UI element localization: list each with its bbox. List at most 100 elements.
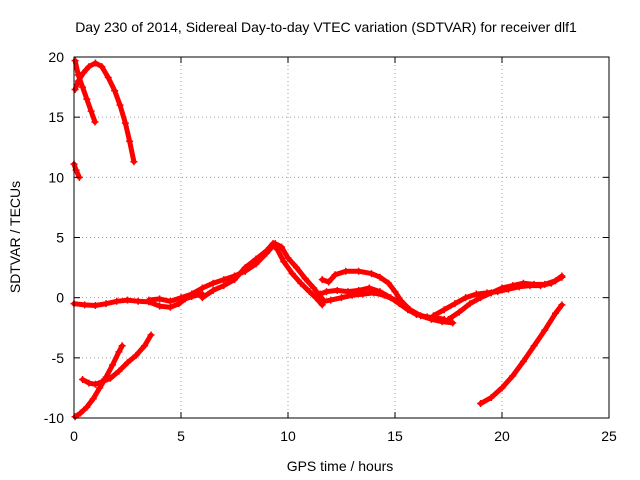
data-point-marker — [288, 270, 296, 278]
y-tick-label: 20 — [48, 49, 64, 65]
data-point-marker — [79, 375, 87, 383]
grid-layer — [74, 57, 609, 418]
data-point-marker — [132, 351, 140, 359]
data-point-marker — [455, 308, 463, 316]
series-trace — [72, 60, 137, 165]
data-point-marker — [280, 258, 288, 266]
data-point-marker — [310, 284, 318, 292]
data-point-marker — [121, 119, 129, 127]
data-point-marker — [76, 409, 84, 417]
data-point-marker — [252, 255, 260, 263]
series-arc-2 — [71, 57, 99, 126]
data-point-marker — [198, 284, 206, 292]
data-point-marker — [430, 312, 438, 320]
data-point-marker — [344, 288, 352, 296]
data-point-marker — [91, 118, 99, 126]
data-point-marker — [387, 294, 395, 302]
data-point-marker — [71, 85, 79, 93]
series-arc-12 — [445, 272, 566, 323]
series-trace — [478, 302, 565, 407]
y-tick-label: 5 — [56, 230, 64, 246]
data-point-marker — [118, 342, 126, 350]
data-point-marker — [325, 278, 333, 286]
x-tick-label: 5 — [177, 428, 185, 444]
data-point-marker — [367, 270, 375, 278]
data-point-marker — [376, 288, 384, 296]
data-point-marker — [558, 301, 566, 309]
data-point-marker — [297, 279, 305, 287]
data-point-marker — [231, 276, 238, 284]
data-point-marker — [318, 301, 326, 309]
data-point-marker — [316, 290, 324, 298]
series-arc-5 — [79, 331, 155, 388]
x-tick-label: 10 — [280, 428, 296, 444]
data-point-marker — [269, 240, 277, 248]
data-point-marker — [552, 309, 559, 317]
axis-layer: 0 5 10 15 20 25 -10 -5 0 5 10 15 20 — [44, 49, 617, 444]
data-point-marker — [293, 264, 301, 272]
data-point-marker — [85, 379, 93, 387]
data-point-marker — [220, 282, 228, 290]
data-point-marker — [305, 288, 313, 296]
data-point-marker — [74, 71, 82, 79]
data-point-marker — [113, 297, 121, 305]
data-point-marker — [209, 286, 217, 294]
series-trace — [146, 241, 404, 307]
x-axis-label: GPS time / hours — [287, 458, 394, 474]
data-point-marker — [263, 247, 271, 255]
series-arc-8 — [198, 240, 326, 309]
data-point-marker — [156, 302, 164, 310]
data-point-marker — [530, 280, 538, 288]
data-point-marker — [104, 73, 112, 81]
data-point-marker — [91, 59, 99, 67]
data-point-marker — [188, 290, 196, 298]
data-point-marker — [355, 286, 363, 294]
data-point-marker — [106, 374, 114, 382]
data-point-marker — [71, 57, 79, 65]
data-point-marker — [81, 301, 89, 309]
data-point-marker — [342, 267, 350, 275]
data-point-marker — [134, 297, 142, 305]
series-arc-10 — [318, 267, 457, 327]
data-point-marker — [89, 395, 97, 403]
data-point-marker — [327, 296, 335, 304]
series-arc-11 — [430, 273, 566, 320]
data-point-marker — [391, 288, 399, 296]
data-point-marker — [220, 276, 228, 284]
data-point-marker — [445, 315, 452, 323]
data-point-marker — [96, 384, 104, 392]
x-tick-label: 0 — [70, 428, 78, 444]
data-point-marker — [166, 303, 174, 311]
data-point-marker — [355, 267, 363, 275]
data-point-marker — [301, 274, 309, 282]
data-point-marker — [273, 246, 281, 254]
data-point-marker — [376, 273, 384, 281]
data-point-marker — [198, 294, 206, 302]
data-point-marker — [558, 272, 566, 280]
data-point-marker — [365, 284, 373, 292]
data-point-marker — [115, 367, 123, 375]
data-point-marker — [406, 306, 414, 314]
data-point-marker — [130, 158, 138, 166]
data-point-marker — [87, 107, 95, 115]
y-axis-label: SDTVAR / TECUs — [7, 181, 23, 293]
y-tick-label: 0 — [56, 290, 64, 306]
data-point-marker — [166, 297, 174, 305]
data-point-marker — [466, 300, 474, 308]
data-point-marker — [397, 297, 405, 305]
data-point-marker — [498, 384, 506, 392]
data-point-marker — [477, 294, 485, 302]
data-point-marker — [438, 318, 446, 326]
data-point-marker — [385, 279, 393, 287]
data-point-marker — [323, 288, 331, 296]
data-point-marker — [116, 101, 124, 109]
data-point-marker — [509, 372, 517, 380]
data-point-marker — [177, 294, 185, 302]
data-point-marker — [124, 359, 131, 367]
data-point-marker — [333, 286, 341, 294]
data-point-marker — [338, 294, 345, 302]
data-point-marker — [477, 400, 485, 408]
data-point-marker — [318, 276, 326, 284]
data-point-marker — [175, 300, 183, 308]
